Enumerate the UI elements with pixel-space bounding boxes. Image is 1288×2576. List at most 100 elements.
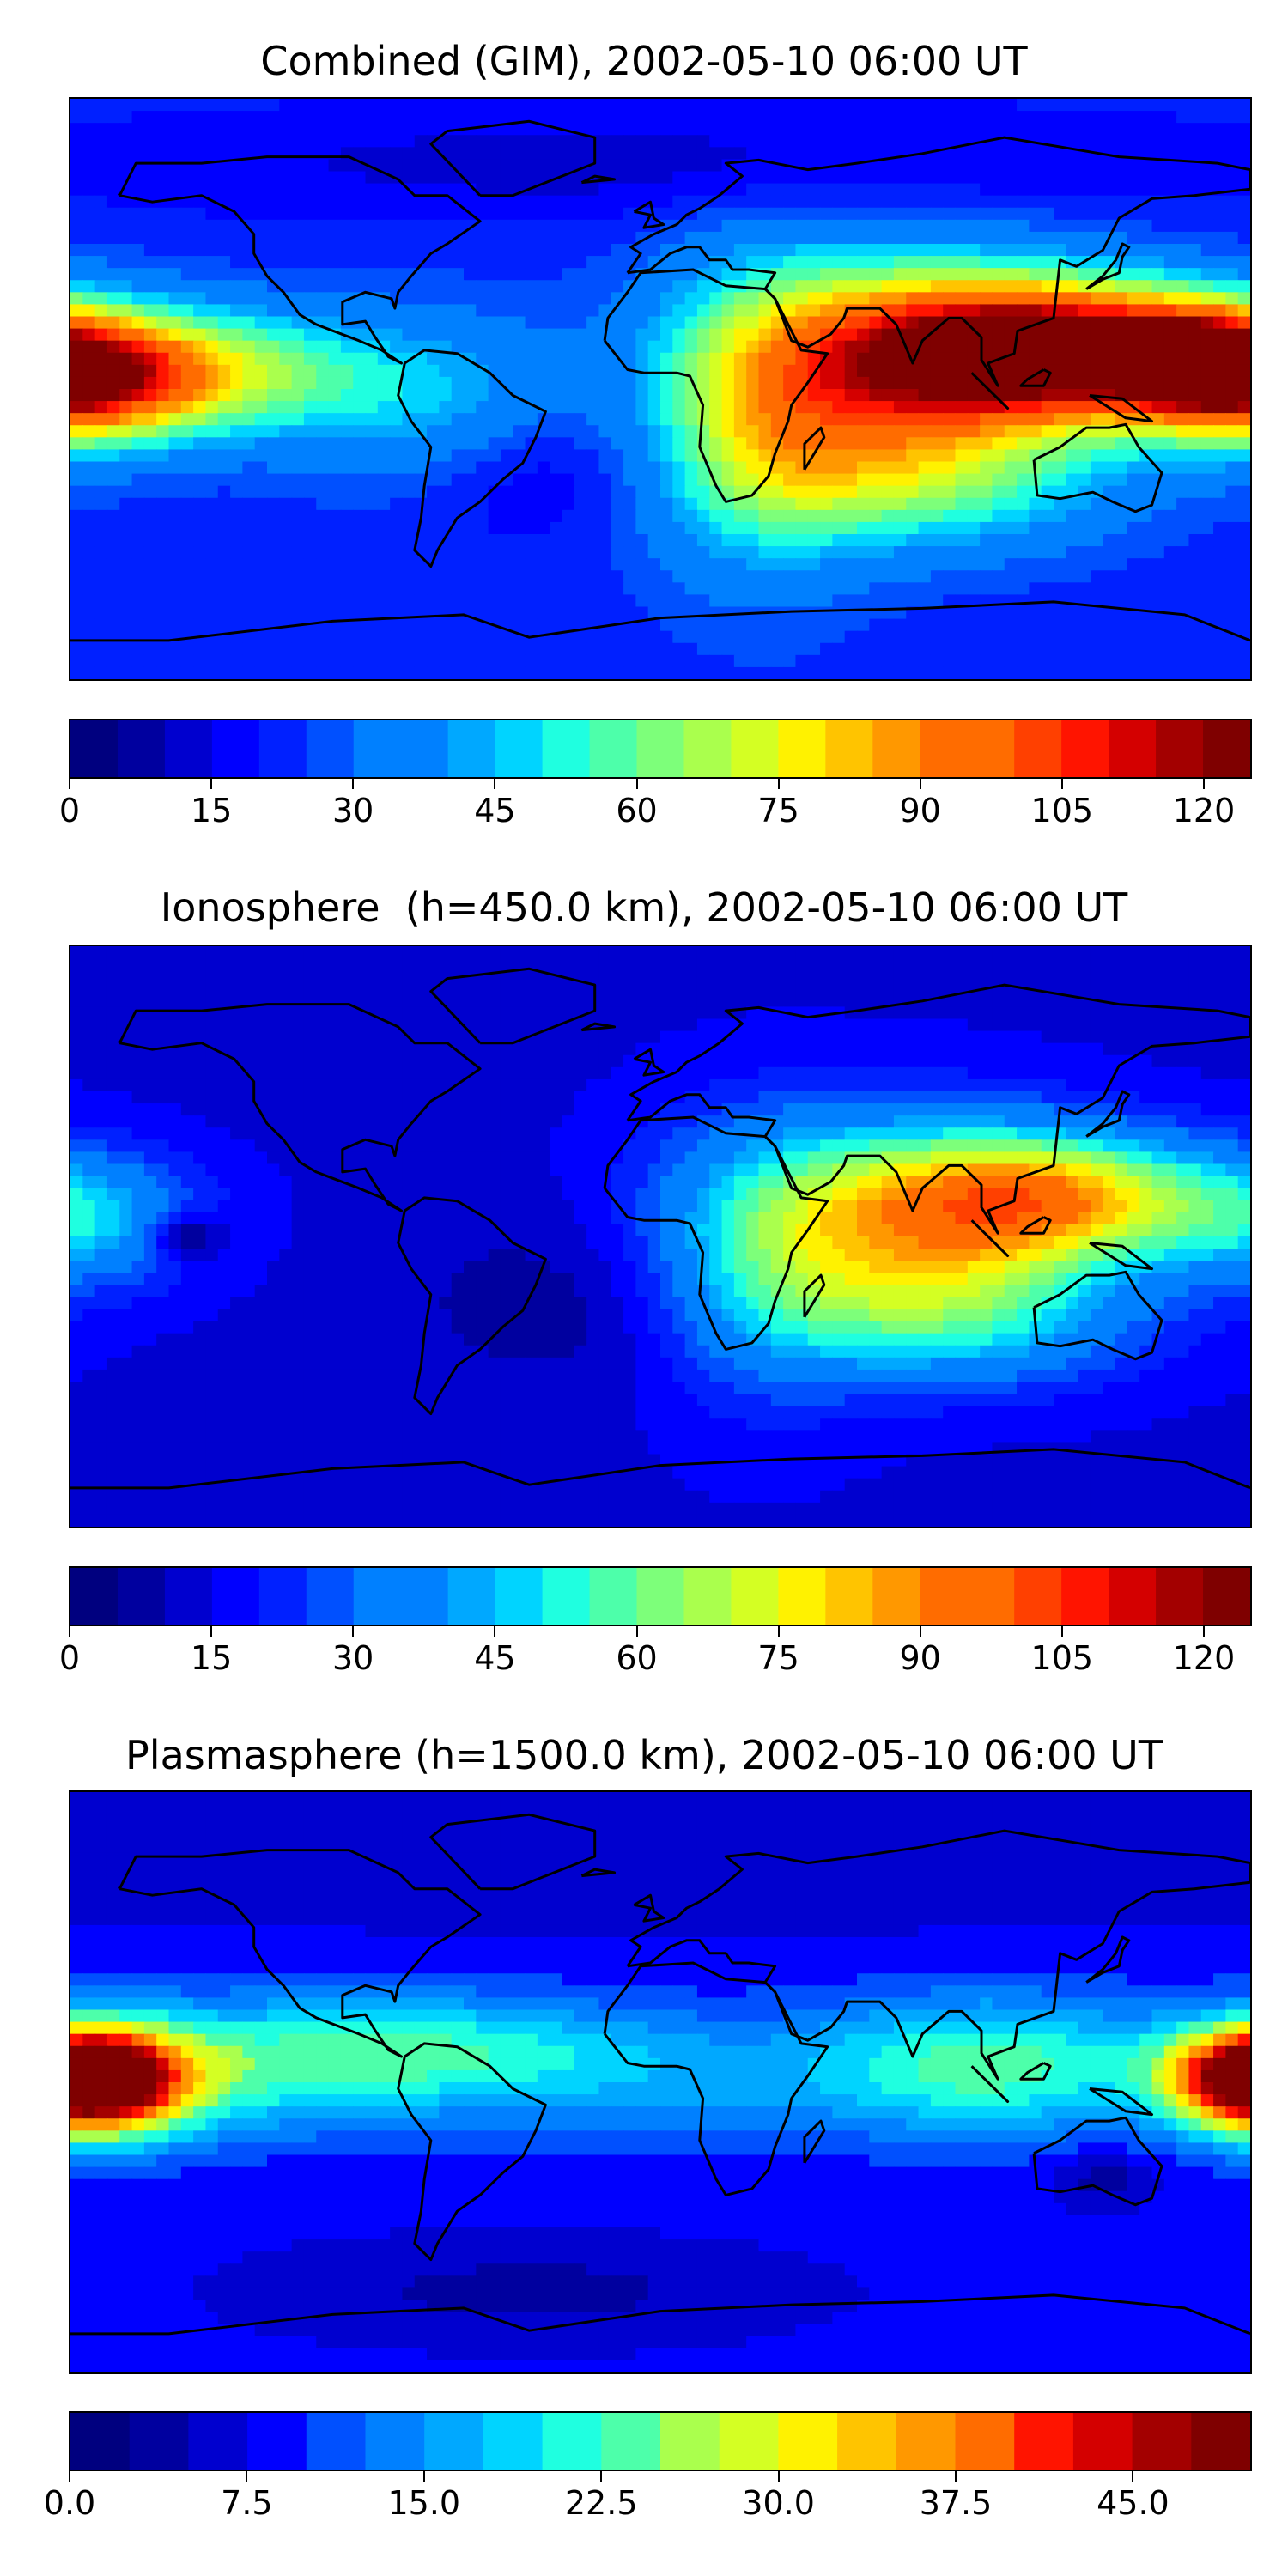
field-cell [598, 666, 612, 679]
field-cell [980, 195, 993, 209]
field-cell [660, 618, 673, 632]
field-cell [550, 135, 563, 148]
field-cell [550, 376, 563, 390]
field-cell [807, 497, 821, 511]
field-cell [918, 268, 932, 281]
field-cell [893, 376, 907, 390]
field-cell [1041, 231, 1054, 245]
field-cell [1066, 630, 1079, 644]
field-cell [574, 497, 587, 511]
field-cell [205, 958, 219, 971]
field-cell [1151, 654, 1165, 668]
field-cell [156, 292, 170, 306]
field-cell [550, 509, 563, 523]
field-cell [279, 509, 293, 523]
field-cell [402, 449, 416, 463]
field-cell [427, 485, 440, 499]
field-cell [832, 618, 846, 632]
field-cell [156, 231, 170, 245]
field-cell [143, 958, 157, 971]
field-cell [1029, 219, 1042, 233]
field-cell [1078, 618, 1091, 632]
field-cell [672, 437, 686, 451]
field-cell [980, 654, 993, 668]
field-cell [427, 582, 440, 596]
field-cell [918, 219, 932, 233]
field-cell [439, 352, 453, 366]
field-cell [537, 606, 550, 620]
field-cell [291, 99, 305, 112]
field-cell [1213, 546, 1226, 559]
field-cell [427, 666, 440, 679]
field-cell [783, 473, 797, 487]
field-cell [131, 449, 145, 463]
field-cell [193, 219, 207, 233]
field-cell [328, 316, 342, 330]
field-cell [340, 509, 354, 523]
field-cell [1127, 268, 1140, 281]
field-cell [267, 449, 280, 463]
field-cell [1004, 630, 1018, 644]
field-cell [217, 461, 231, 475]
field-cell [943, 630, 957, 644]
field-cell [893, 195, 907, 209]
field-cell [820, 147, 833, 161]
field-cell [303, 401, 317, 414]
field-cell [770, 328, 784, 342]
field-cell [414, 256, 428, 269]
field-cell [721, 425, 735, 438]
field-cell [844, 99, 858, 112]
field-cell [1237, 231, 1250, 245]
field-cell [906, 570, 920, 583]
field-cell [119, 570, 133, 583]
field-cell [746, 654, 760, 668]
colorbar-tick-label: 15 [190, 792, 233, 829]
field-cell [881, 135, 895, 148]
field-cell [967, 413, 981, 426]
field-cell [906, 461, 920, 475]
field-cell [377, 449, 391, 463]
field-cell [500, 231, 513, 245]
field-cell [131, 292, 145, 306]
field-cell [1225, 183, 1239, 197]
field-cell [254, 244, 268, 257]
field-cell [131, 147, 145, 161]
field-cell [1127, 497, 1140, 511]
field-cell [930, 606, 944, 620]
field-cell [242, 582, 256, 596]
field-cell [709, 425, 723, 438]
field-cell [1163, 340, 1177, 354]
field-cell [279, 558, 293, 571]
field-cell [106, 449, 120, 463]
field-cell [672, 195, 686, 209]
field-cell [943, 425, 957, 438]
field-cell [758, 99, 772, 112]
field-cell [1090, 111, 1103, 124]
field-cell [795, 654, 809, 668]
field-cell [770, 630, 784, 644]
coastline [1085, 242, 1131, 290]
field-cell [1176, 280, 1190, 293]
field-cell [562, 413, 575, 426]
field-cell [353, 99, 367, 112]
field-cell [427, 509, 440, 523]
field-cell [783, 461, 797, 475]
field-cell [439, 982, 453, 995]
field-cell [1225, 292, 1239, 306]
field-cell [94, 546, 108, 559]
field-cell [1103, 111, 1116, 124]
field-cell [414, 413, 428, 426]
field-cell [119, 207, 133, 221]
field-cell [1029, 292, 1042, 306]
field-cell [1066, 244, 1079, 257]
field-cell [869, 195, 883, 209]
colorbar-segment [400, 720, 449, 777]
field-cell [377, 389, 391, 402]
field-cell [143, 147, 157, 161]
field-cell [623, 123, 636, 136]
field-cell [464, 509, 477, 523]
field-cell [242, 159, 256, 173]
field-cell [574, 521, 587, 535]
field-cell [930, 304, 944, 318]
field-cell [1225, 606, 1239, 620]
